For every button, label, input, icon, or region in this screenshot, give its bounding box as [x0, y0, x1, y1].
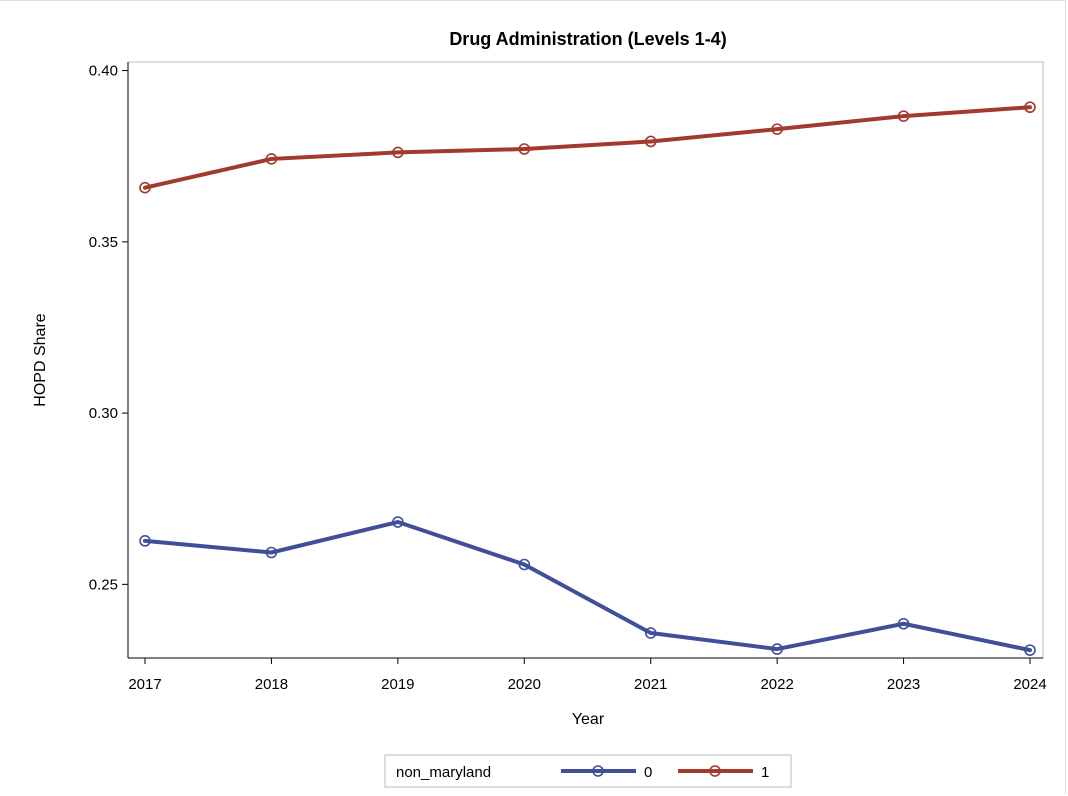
x-tick-label: 2023 [887, 676, 920, 693]
x-tick-label: 2018 [255, 676, 288, 693]
x-axis-label: Year [572, 711, 605, 728]
legend: non_maryland 0 1 [384, 754, 792, 788]
legend-marker-1 [709, 765, 721, 777]
legend-title: non_maryland [396, 764, 491, 781]
x-tick-label: 2022 [760, 676, 793, 693]
legend-label-1: 1 [761, 764, 769, 781]
y-tick-label: 0.35 [89, 234, 118, 251]
data-point-0 [265, 546, 278, 559]
data-point-0 [771, 643, 783, 655]
data-point-0 [644, 627, 657, 639]
data-point-1 [139, 181, 151, 194]
y-tick-label: 0.25 [89, 576, 118, 593]
x-tick-label: 2017 [128, 676, 161, 693]
legend-label-0: 0 [644, 764, 652, 781]
x-tick-label: 2019 [381, 676, 414, 693]
data-point-1 [518, 143, 531, 155]
chart-title: Drug Administration (Levels 1-4) [449, 29, 726, 49]
data-point-0 [518, 558, 531, 571]
y-tick-label: 0.30 [89, 405, 118, 422]
data-point-0 [1024, 644, 1036, 656]
y-tick-label: 0.40 [89, 63, 118, 80]
x-tick-label: 2021 [634, 676, 667, 693]
x-tick-label: 2020 [508, 676, 541, 693]
plot-area [127, 61, 1044, 659]
y-axis-label: HOPD Share [32, 313, 49, 406]
data-point-1 [1024, 101, 1036, 114]
y-axis: 0.25 0.30 0.35 0.40 [89, 62, 129, 658]
series-0 [139, 516, 1036, 656]
series-line-1 [143, 105, 1032, 190]
data-point-1 [644, 135, 657, 148]
data-point-0 [139, 535, 151, 547]
data-point-0 [897, 617, 910, 630]
data-point-1 [771, 123, 783, 135]
data-point-1 [897, 110, 910, 122]
series-line-0 [143, 520, 1032, 653]
x-tick-label: 2024 [1013, 676, 1046, 693]
data-point-1 [265, 153, 278, 165]
series-layer [139, 101, 1036, 656]
series-1 [139, 101, 1036, 194]
data-point-0 [392, 516, 404, 528]
legend-marker-0 [592, 765, 604, 777]
data-point-1 [392, 146, 404, 159]
x-axis: 2017 2018 2019 2020 2021 2022 2023 2024 [128, 657, 1047, 693]
